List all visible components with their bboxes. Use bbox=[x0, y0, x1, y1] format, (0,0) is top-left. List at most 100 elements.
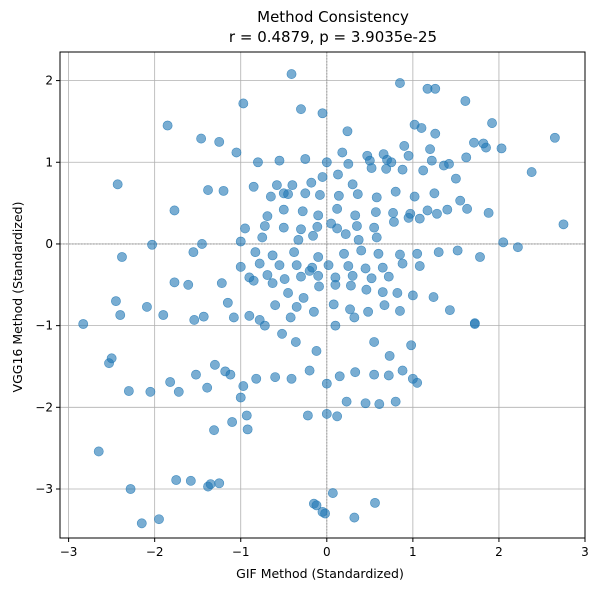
x-tick-label: −2 bbox=[146, 545, 164, 559]
data-point bbox=[460, 96, 471, 106]
chart-title-line2: r = 0.4879, p = 3.9035e-25 bbox=[229, 28, 437, 46]
data-point bbox=[257, 232, 268, 243]
data-point bbox=[302, 410, 313, 421]
data-point bbox=[313, 252, 324, 262]
data-point bbox=[188, 247, 199, 258]
data-point bbox=[267, 278, 278, 289]
y-tick-label: 2 bbox=[45, 74, 53, 88]
data-point bbox=[198, 311, 209, 322]
data-point bbox=[374, 399, 385, 409]
data-point bbox=[317, 108, 328, 119]
data-point bbox=[321, 408, 332, 419]
data-point bbox=[285, 312, 296, 323]
data-point bbox=[296, 224, 306, 235]
grid-lines bbox=[60, 52, 586, 538]
data-point bbox=[416, 123, 427, 133]
data-point bbox=[369, 222, 380, 233]
data-point bbox=[425, 144, 435, 155]
data-point bbox=[395, 249, 405, 260]
data-point bbox=[414, 213, 425, 224]
data-point bbox=[117, 252, 127, 262]
x-tick-label: −1 bbox=[232, 545, 250, 559]
data-point bbox=[171, 475, 182, 485]
data-point bbox=[405, 208, 416, 219]
data-point bbox=[327, 488, 338, 498]
data-point bbox=[452, 245, 463, 256]
data-point bbox=[430, 83, 441, 94]
data-point bbox=[165, 377, 176, 387]
data-point bbox=[370, 207, 381, 217]
data-point bbox=[388, 208, 398, 218]
data-point bbox=[433, 247, 444, 258]
data-point bbox=[158, 310, 169, 320]
data-points bbox=[78, 69, 569, 529]
data-point bbox=[352, 189, 363, 200]
data-point bbox=[328, 299, 339, 310]
data-point bbox=[390, 186, 401, 197]
data-point bbox=[330, 320, 341, 331]
plot-frame bbox=[59, 51, 586, 539]
data-point bbox=[462, 203, 472, 214]
data-point bbox=[296, 271, 306, 282]
data-point bbox=[461, 152, 472, 163]
data-point bbox=[196, 133, 207, 144]
data-point bbox=[426, 155, 437, 166]
data-point bbox=[407, 290, 418, 301]
x-tick-label: 0 bbox=[323, 545, 331, 559]
data-point bbox=[370, 497, 380, 508]
data-point bbox=[142, 301, 152, 312]
data-point bbox=[254, 315, 265, 325]
data-point bbox=[334, 371, 345, 382]
data-point bbox=[323, 260, 334, 271]
data-point bbox=[241, 410, 252, 421]
data-point bbox=[384, 350, 395, 361]
data-point bbox=[244, 272, 255, 283]
data-point bbox=[373, 248, 384, 259]
x-tick-label: 3 bbox=[581, 545, 589, 559]
data-point bbox=[216, 278, 227, 289]
data-point bbox=[242, 424, 253, 435]
data-point bbox=[286, 69, 297, 79]
data-point bbox=[340, 229, 351, 240]
data-point bbox=[352, 221, 362, 231]
data-point bbox=[496, 143, 507, 154]
data-point bbox=[291, 260, 302, 271]
data-point bbox=[277, 328, 287, 339]
data-point bbox=[383, 370, 394, 381]
data-point bbox=[313, 210, 324, 221]
data-point bbox=[220, 366, 231, 377]
data-point bbox=[300, 154, 311, 164]
data-point bbox=[240, 223, 250, 234]
data-point bbox=[526, 167, 537, 177]
data-point bbox=[383, 271, 394, 282]
data-point bbox=[125, 484, 136, 494]
data-point bbox=[333, 190, 344, 201]
data-point bbox=[262, 270, 273, 280]
data-point bbox=[291, 301, 302, 312]
data-point bbox=[332, 411, 343, 422]
data-point bbox=[429, 188, 440, 199]
data-point bbox=[369, 369, 380, 380]
data-point bbox=[297, 206, 308, 217]
data-point bbox=[279, 274, 290, 284]
x-tick-label: −3 bbox=[60, 545, 78, 559]
data-point bbox=[235, 261, 246, 272]
data-point bbox=[442, 204, 453, 215]
data-point bbox=[339, 248, 349, 259]
data-point bbox=[231, 147, 242, 158]
data-point bbox=[455, 195, 466, 206]
data-point bbox=[235, 236, 246, 247]
y-axis-label: VGG16 Method (Standardized) bbox=[10, 202, 25, 393]
data-point bbox=[350, 210, 361, 221]
data-point bbox=[475, 252, 485, 262]
data-point bbox=[342, 126, 353, 137]
data-point bbox=[321, 378, 332, 389]
data-point bbox=[78, 319, 89, 329]
data-point bbox=[162, 120, 173, 131]
data-point bbox=[202, 382, 213, 393]
data-point bbox=[93, 446, 104, 457]
x-tick-label: 2 bbox=[495, 545, 503, 559]
data-point bbox=[304, 365, 315, 376]
data-point bbox=[428, 292, 439, 302]
data-point bbox=[432, 208, 442, 219]
